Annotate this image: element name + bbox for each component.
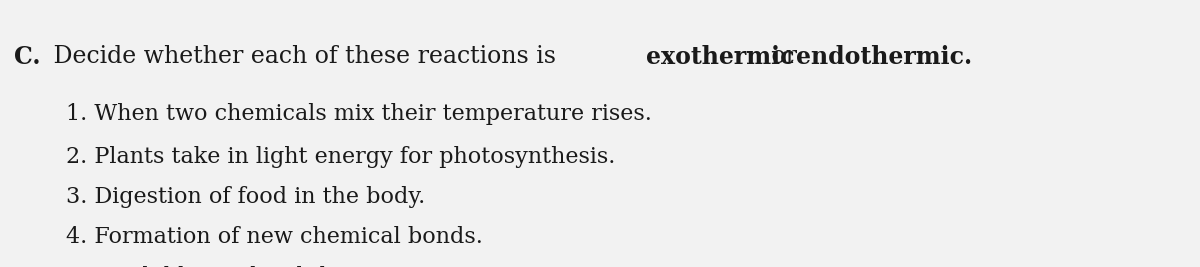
Text: 1. When two chemicals mix their temperature rises.: 1. When two chemicals mix their temperat… [66,103,652,125]
Text: exothermic: exothermic [646,45,794,69]
Text: 2. Plants take in light energy for photosynthesis.: 2. Plants take in light energy for photo… [66,146,616,167]
Text: 5. A solid burns brightly.: 5. A solid burns brightly. [66,266,343,267]
Text: C.: C. [14,45,41,69]
Text: Decide whether each of these reactions is: Decide whether each of these reactions i… [46,45,563,68]
Text: endothermic.: endothermic. [796,45,972,69]
Text: 3. Digestion of food in the body.: 3. Digestion of food in the body. [66,186,425,207]
Text: 4. Formation of new chemical bonds.: 4. Formation of new chemical bonds. [66,226,482,248]
Text: or: or [764,45,805,68]
